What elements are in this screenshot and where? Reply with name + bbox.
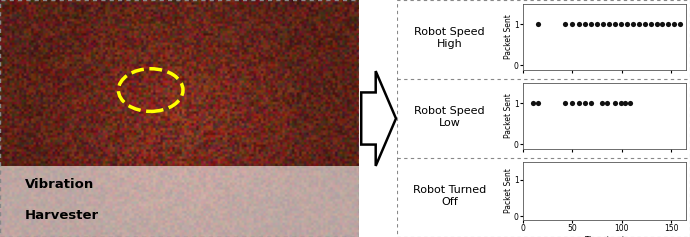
Point — [675, 23, 686, 26]
Text: Harvester: Harvester — [25, 209, 99, 222]
Point — [574, 23, 585, 26]
Point — [609, 101, 620, 105]
Point — [657, 23, 668, 26]
Point — [532, 23, 543, 26]
Point — [663, 23, 674, 26]
Text: Robot Turned
Off: Robot Turned Off — [413, 185, 486, 207]
Point — [615, 23, 627, 26]
Point — [620, 101, 631, 105]
Point — [527, 101, 538, 105]
Point — [645, 23, 656, 26]
Bar — [0, 166, 359, 237]
Point — [602, 101, 613, 105]
Point — [622, 23, 633, 26]
Point — [559, 101, 570, 105]
Point — [627, 23, 638, 26]
Point — [598, 23, 609, 26]
Point — [604, 23, 615, 26]
Point — [651, 23, 662, 26]
Point — [580, 23, 591, 26]
Point — [574, 101, 585, 105]
Y-axis label: Packet Sent: Packet Sent — [504, 93, 513, 138]
Text: Vibration: Vibration — [25, 178, 95, 191]
Text: Robot Speed
High: Robot Speed High — [414, 27, 485, 49]
Point — [609, 23, 620, 26]
Point — [591, 23, 602, 26]
Point — [633, 23, 644, 26]
Y-axis label: Packet Sent: Packet Sent — [504, 14, 513, 59]
Point — [567, 23, 578, 26]
FancyArrow shape — [362, 71, 396, 166]
Point — [597, 101, 608, 105]
Text: Robot Speed
Low: Robot Speed Low — [414, 106, 485, 128]
Point — [532, 101, 543, 105]
Point — [669, 23, 680, 26]
Point — [567, 101, 578, 105]
Point — [559, 23, 570, 26]
Y-axis label: Packet Sent: Packet Sent — [504, 168, 513, 213]
Point — [639, 23, 650, 26]
Point — [586, 23, 597, 26]
X-axis label: Time (sec): Time (sec) — [584, 236, 624, 237]
Point — [580, 101, 591, 105]
Point — [624, 101, 635, 105]
Point — [615, 101, 627, 105]
Point — [586, 101, 597, 105]
